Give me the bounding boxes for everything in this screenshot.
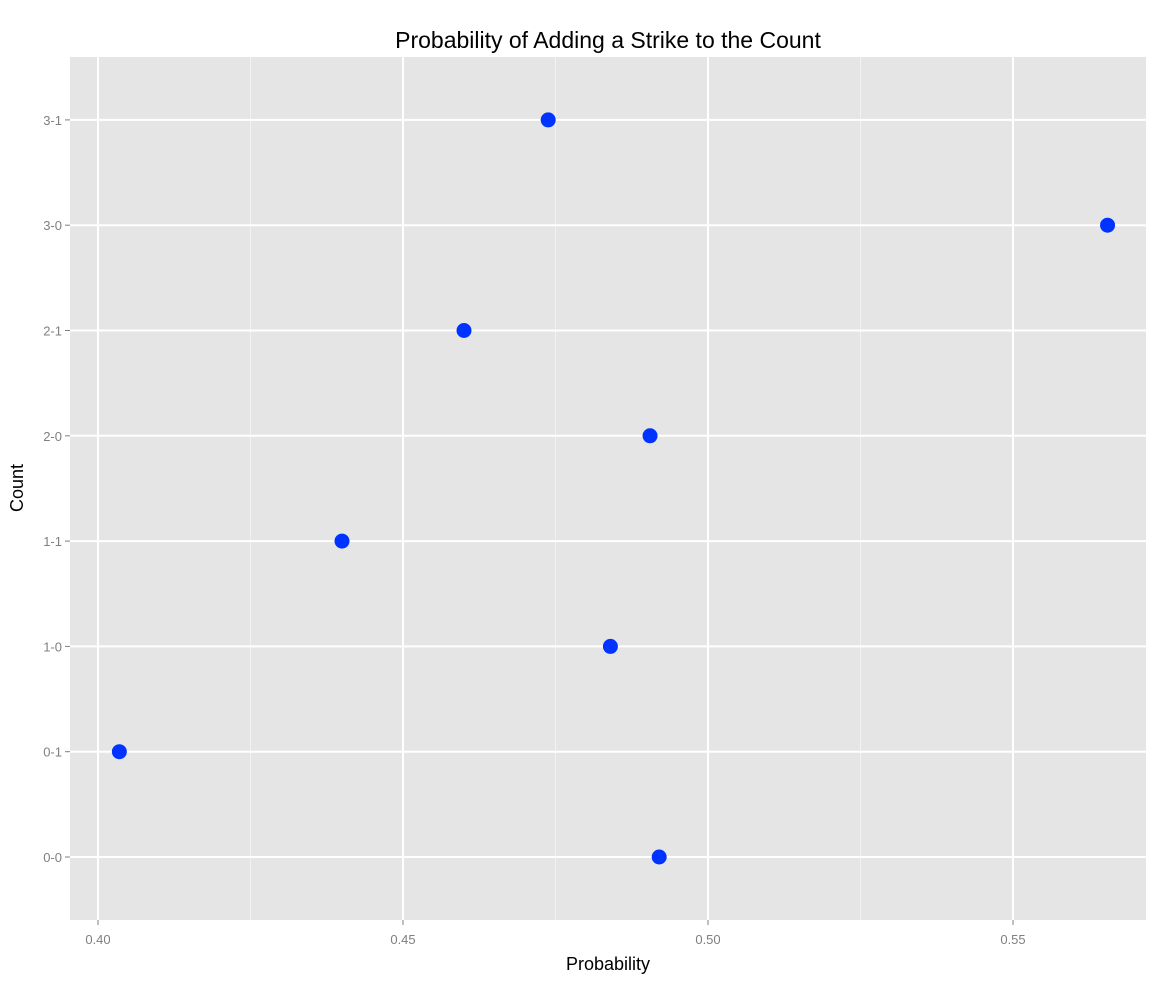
data-point-0-0: [651, 849, 667, 865]
x-axis-label: Probability: [566, 954, 650, 974]
y-tick-label: 2-1: [43, 324, 62, 339]
data-points: [111, 112, 1116, 865]
minor-gridlines: [250, 57, 861, 920]
data-point-2-0: [642, 428, 658, 444]
data-point-2-1: [456, 323, 472, 338]
data-point-1-0: [602, 638, 618, 654]
data-point-3-1: [540, 112, 556, 128]
x-axis-ticks: 0.40 0.45 0.50 0.55: [85, 920, 1026, 947]
x-tick-label: 0.45: [390, 932, 415, 947]
x-tick-label: 0.50: [695, 932, 720, 947]
y-tick-label: 1-0: [43, 639, 62, 654]
y-tick-label: 0-0: [43, 850, 62, 865]
y-tick-label: 3-1: [43, 113, 62, 128]
x-tick-label: 0.40: [85, 932, 110, 947]
data-point-0-1: [111, 744, 127, 760]
data-point-3-0: [1100, 217, 1116, 233]
plot-panel: [70, 57, 1146, 920]
y-tick-label: 3-0: [43, 218, 62, 233]
y-tick-label: 0-1: [43, 745, 62, 760]
y-axis-label: Count: [7, 464, 27, 512]
x-tick-label: 0.55: [1000, 932, 1025, 947]
chart-title: Probability of Adding a Strike to the Co…: [395, 27, 821, 53]
y-tick-label: 1-1: [43, 534, 62, 549]
major-gridlines: [70, 57, 1146, 920]
data-point-1-1: [334, 533, 350, 549]
y-tick-label: 2-0: [43, 429, 62, 444]
y-axis-ticks: 0-0 0-1 1-0 1-1 2-0 2-1 3-0 3-1: [43, 113, 70, 865]
